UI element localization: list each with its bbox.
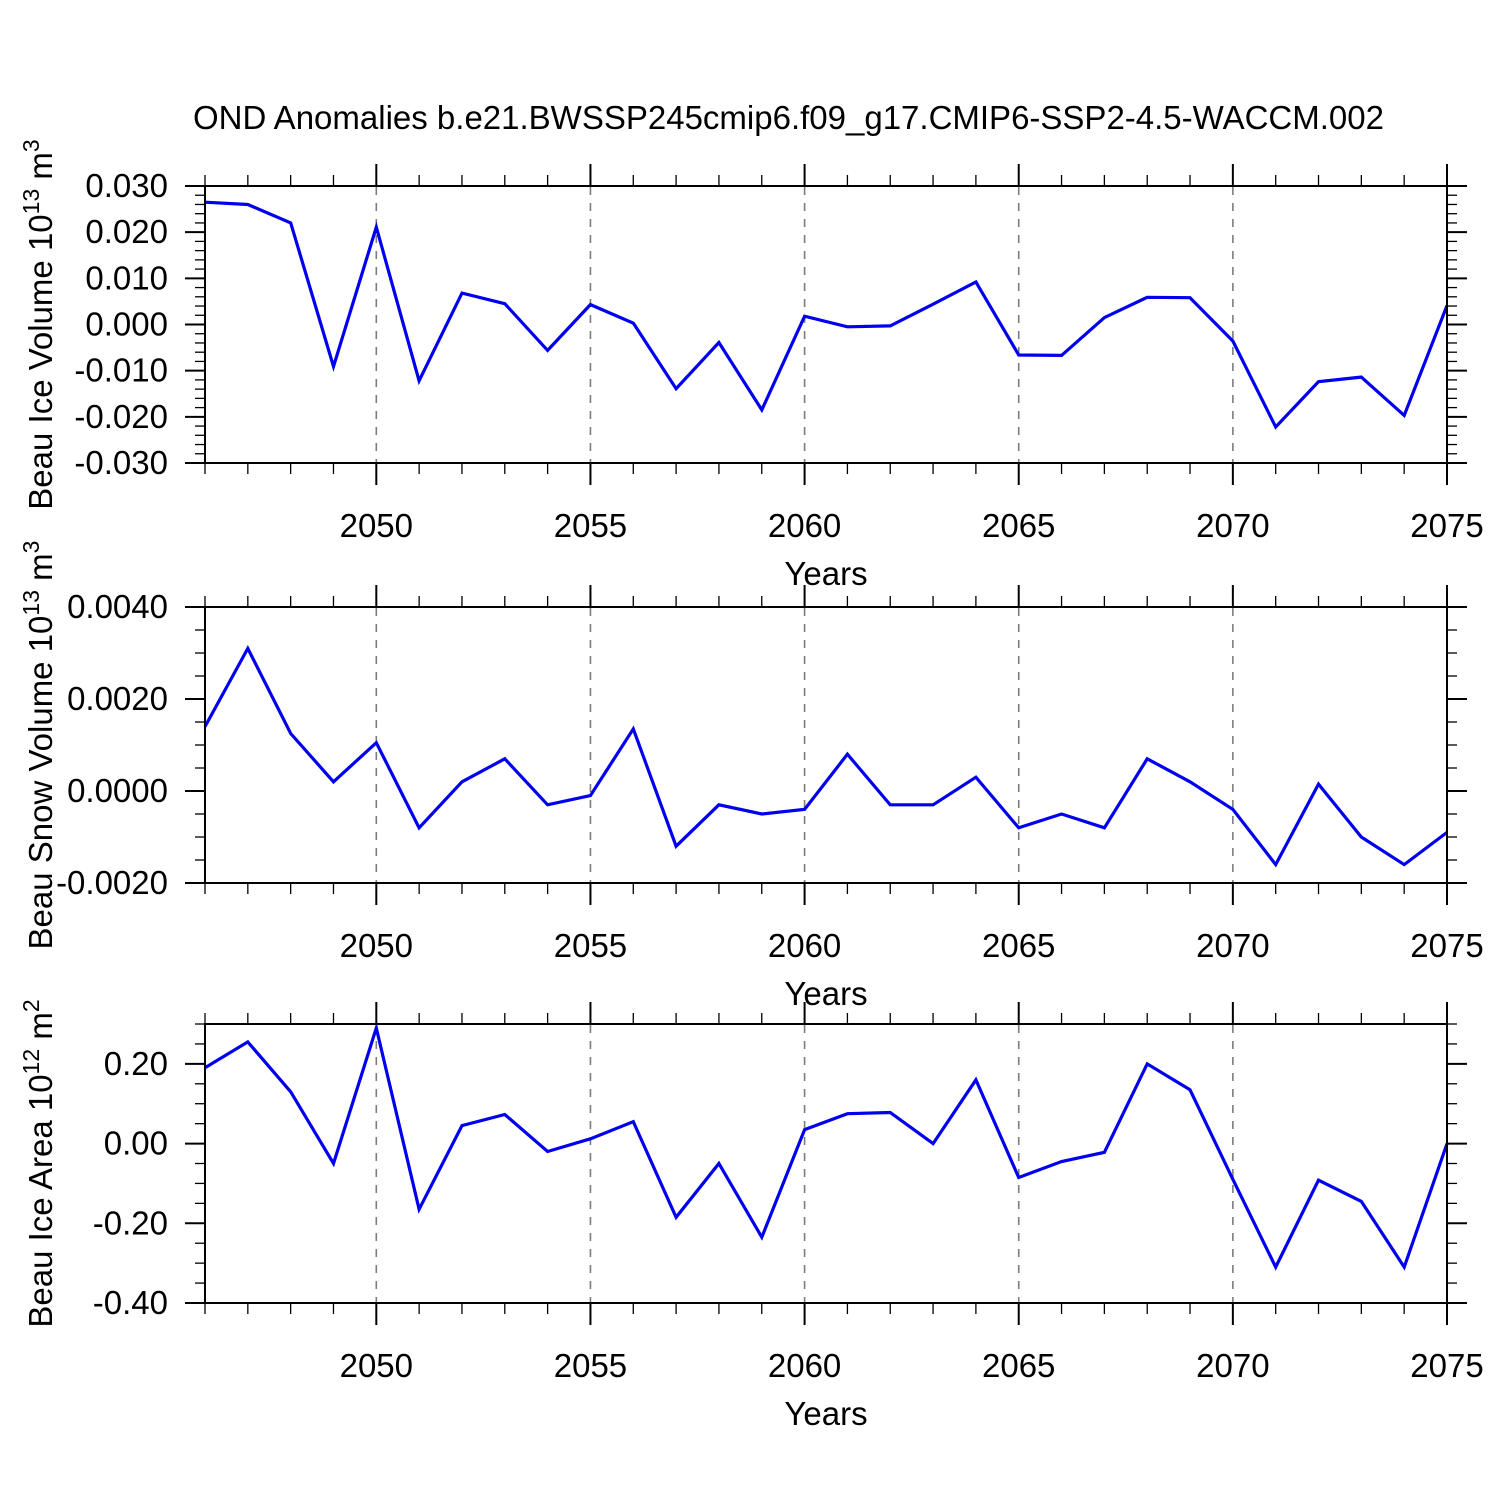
- x-axis-label: Years: [784, 975, 867, 1012]
- x-axis-label: Years: [784, 1395, 867, 1432]
- y-tick-label: -0.020: [74, 398, 168, 435]
- y-tick-label: -0.40: [93, 1284, 168, 1321]
- panel-beau-ice-volume: -0.030 -0.020 -0.010 0.000 0.010 0.020 0.030 20…: [18, 139, 1484, 592]
- y-axis-label: Beau Snow Volume 1013 m3: [18, 541, 59, 950]
- x-tick-label: 2070: [1196, 1347, 1269, 1384]
- y-tick-label: 0.0020: [67, 680, 168, 717]
- x-tick-label: 2065: [982, 507, 1055, 544]
- y-tick-label: 0.0000: [67, 772, 168, 809]
- x-tick-label: 2060: [768, 927, 841, 964]
- y-tick-label: 0.010: [85, 259, 168, 296]
- x-tick-label: 2055: [554, 927, 627, 964]
- x-tick-label: 2075: [1410, 1347, 1483, 1384]
- x-tick-label: 2050: [340, 927, 413, 964]
- x-tick-label: 2075: [1410, 507, 1483, 544]
- y-tick-label: 0.000: [85, 306, 168, 343]
- y-tick-label: -0.030: [74, 444, 168, 481]
- panel-beau-snow-volume: -0.0020 0.0000 0.0020 0.0040 2050 2055 2060 206…: [18, 541, 1484, 1012]
- x-tick-label: 2055: [554, 1347, 627, 1384]
- x-tick-label: 2060: [768, 1347, 841, 1384]
- x-tick-label: 2070: [1196, 507, 1269, 544]
- y-axis-label: Beau Ice Volume 1013 m3: [18, 139, 59, 509]
- x-tick-label: 2075: [1410, 927, 1483, 964]
- y-tick-label: 0.20: [104, 1045, 168, 1082]
- x-tick-label: 2050: [340, 507, 413, 544]
- y-tick-label: 0.030: [85, 167, 168, 204]
- y-tick-label: -0.20: [93, 1204, 168, 1241]
- y-tick-label: 0.0040: [67, 588, 168, 625]
- x-tick-label: 2055: [554, 507, 627, 544]
- y-tick-label: 0.00: [104, 1125, 168, 1162]
- plot-frame: [204, 185, 1448, 464]
- data-line-beau-ice-area: [204, 1021, 1449, 1271]
- data-line-beau-snow-volume: [203, 644, 1448, 868]
- panel-beau-ice-area: -0.40 -0.20 0.00 0.20 2050 2055 2060 2065 2070 20…: [18, 999, 1484, 1432]
- x-axis-label: Years: [784, 555, 867, 592]
- x-tick-label: 2065: [982, 1347, 1055, 1384]
- y-tick-label: -0.010: [74, 352, 168, 389]
- x-tick-label: 2050: [340, 1347, 413, 1384]
- plot-frame: [204, 1023, 1448, 1304]
- data-line-beau-ice-volume: [204, 200, 1449, 430]
- plot-frame: [204, 606, 1448, 884]
- x-tick-label: 2070: [1196, 927, 1269, 964]
- y-axis-label: Beau Ice Area 1012 m2: [18, 999, 59, 1327]
- y-tick-label: -0.0020: [56, 864, 168, 901]
- x-tick-label: 2065: [982, 927, 1055, 964]
- x-tick-label: 2060: [768, 507, 841, 544]
- chart-title: OND Anomalies b.e21.BWSSP245cmip6.f09_g1…: [193, 99, 1384, 136]
- y-tick-label: 0.020: [85, 213, 168, 250]
